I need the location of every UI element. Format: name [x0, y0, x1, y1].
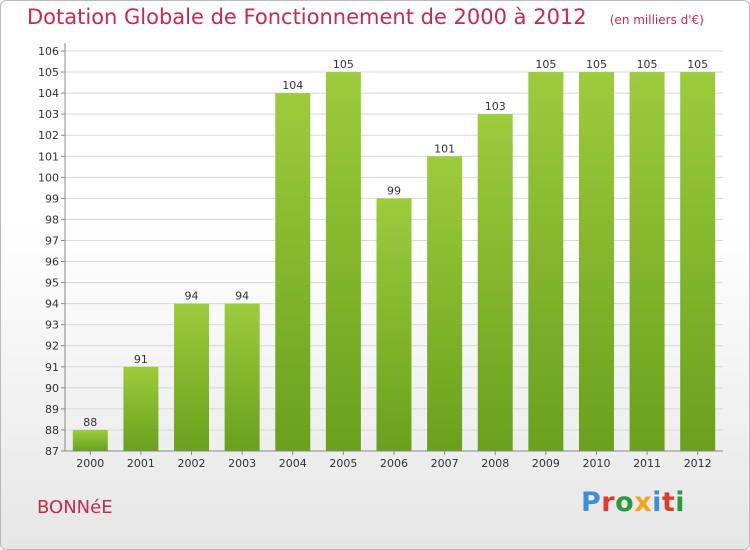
y-tick-label: 92 — [45, 340, 59, 353]
y-tick-label: 90 — [45, 382, 59, 395]
x-tick-label: 2011 — [633, 457, 661, 470]
bar-2003 — [224, 303, 260, 451]
tick-labels: 87 88 89 90 91 92 93 94 95 96 97 98 99 100 101 102 103 10… — [38, 45, 712, 470]
y-tick-label: 87 — [45, 445, 59, 458]
y-tick-label: 104 — [38, 87, 59, 100]
bar-value-label: 105 — [333, 58, 354, 71]
y-tick-label: 93 — [45, 319, 59, 332]
x-tick-label: 2009 — [532, 457, 560, 470]
logo-letter: x — [634, 487, 653, 518]
x-tick-label: 2005 — [329, 457, 357, 470]
logo-letter: P — [581, 487, 602, 518]
bar-value-label: 94 — [235, 290, 249, 303]
logo-letter: o — [615, 487, 635, 518]
y-tick-label: 97 — [45, 234, 59, 247]
logo-letter: r — [601, 487, 616, 518]
bar-2008 — [477, 114, 513, 451]
y-tick-label: 96 — [45, 256, 59, 269]
chart-unit-text: (en milliers d'€) — [609, 13, 704, 27]
bar-2002 — [174, 303, 210, 451]
bar-value-label: 103 — [485, 100, 506, 113]
commune-name: BONNéE — [37, 497, 113, 518]
x-tick-label: 2010 — [582, 457, 610, 470]
bar-2012 — [680, 72, 716, 451]
logo-letter: i — [675, 487, 686, 518]
bar-2007 — [427, 156, 463, 451]
x-tick-label: 2012 — [684, 457, 712, 470]
bar-2011 — [629, 72, 665, 451]
y-tick-label: 101 — [38, 150, 59, 163]
y-tick-label: 98 — [45, 213, 59, 226]
proxiti-logo[interactable]: Proxiti — [581, 487, 685, 518]
logo-letter: i — [652, 487, 662, 518]
bar-2004 — [275, 93, 311, 452]
bar-2001 — [123, 366, 159, 451]
bar-value-label: 101 — [434, 142, 455, 155]
bar-value-label: 94 — [185, 290, 199, 303]
y-tick-label: 99 — [45, 192, 59, 205]
y-tick-label: 102 — [38, 129, 59, 142]
y-tick-label: 89 — [45, 403, 59, 416]
bars — [72, 72, 716, 452]
x-tick-label: 2004 — [279, 457, 307, 470]
x-tick-label: 2003 — [228, 457, 256, 470]
bar-2005 — [325, 72, 361, 451]
bar-2010 — [578, 72, 614, 451]
y-tick-label: 106 — [38, 45, 59, 58]
y-tick-label: 100 — [38, 171, 59, 184]
y-tick-label: 95 — [45, 277, 59, 290]
logo-letter: t — [661, 487, 676, 518]
x-tick-label: 2002 — [178, 457, 206, 470]
x-tick-label: 2006 — [380, 457, 408, 470]
axes — [61, 43, 723, 455]
bar-value-label: 105 — [535, 58, 556, 71]
bar-value-label: 105 — [586, 58, 607, 71]
x-tick-label: 2001 — [127, 457, 155, 470]
x-tick-label: 2008 — [481, 457, 509, 470]
bar-value-label: 91 — [134, 353, 148, 366]
y-tick-label: 88 — [45, 424, 59, 437]
x-tick-label: 2007 — [431, 457, 459, 470]
bar-2006 — [376, 198, 412, 451]
chart-title: Dotation Globale de Fonctionnement de 20… — [27, 5, 704, 29]
bar-value-label: 104 — [282, 79, 303, 92]
bar-value-label: 105 — [637, 58, 658, 71]
bar-value-label: 105 — [687, 58, 708, 71]
chart-title-text: Dotation Globale de Fonctionnement de 20… — [27, 5, 587, 29]
bar-2000 — [72, 429, 108, 451]
bar-value-label: 88 — [83, 416, 97, 429]
bar-value-label: 99 — [387, 184, 401, 197]
y-tick-label: 105 — [38, 66, 59, 79]
y-tick-label: 94 — [45, 298, 59, 311]
bar-2009 — [528, 72, 564, 451]
y-tick-label: 103 — [38, 108, 59, 121]
y-tick-label: 91 — [45, 361, 59, 374]
x-tick-label: 2000 — [76, 457, 104, 470]
